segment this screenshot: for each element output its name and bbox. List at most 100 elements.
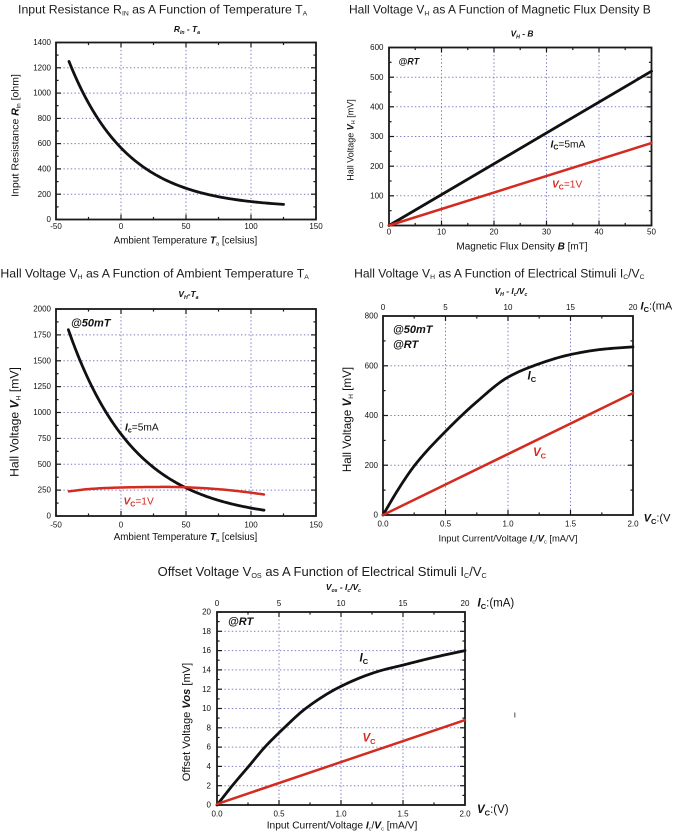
svg-text:1250: 1250 [33,382,51,391]
svg-text:30: 30 [542,228,551,237]
svg-text:IC: IC [360,653,369,666]
svg-text:20: 20 [629,303,638,312]
svg-text:4: 4 [207,762,212,771]
svg-text:Hall Voltage VH​ [mV]: Hall Voltage VH​ [mV] [346,99,358,180]
svg-text:2.0: 2.0 [459,810,471,819]
svg-text:100: 100 [370,191,384,200]
svg-text:Input Resistance RIN​ as A Fun: Input Resistance RIN​ as A Function of T… [18,3,308,18]
svg-text:VC​=1V: VC​=1V [124,497,154,509]
svg-text:40: 40 [595,228,604,237]
svg-text:150: 150 [309,222,323,231]
svg-text:Hall Voltage VH​ [mV]: Hall Voltage VH​ [mV] [341,367,355,472]
svg-text:400: 400 [365,411,379,420]
svg-text:2: 2 [207,781,212,790]
svg-text:20: 20 [461,599,470,608]
svg-text:1500: 1500 [33,356,51,365]
svg-text:0: 0 [119,520,124,529]
svg-text:@RT: @RT [399,57,421,67]
svg-text:VH​ - B: VH​ - B [511,29,534,41]
svg-text:Ambient Temperature Ta​ [celsi: Ambient Temperature Ta​ [celsius] [114,532,258,544]
svg-text:VH​ - Ic​/Vc​: VH​ - Ic​/Vc​ [495,286,528,298]
svg-text:-50: -50 [50,222,62,231]
svg-text:1400: 1400 [33,38,51,47]
svg-text:750: 750 [38,434,52,443]
svg-text:@50mT: @50mT [71,317,112,329]
svg-text:200: 200 [370,162,384,171]
svg-text:6: 6 [207,743,212,752]
svg-text:Rin​ - Ta​: Rin​ - Ta​ [174,24,200,36]
svg-text:Ic​=5mA: Ic​=5mA [125,423,159,435]
svg-text:@RT: @RT [393,339,419,351]
svg-text:250: 250 [38,486,52,495]
svg-text:-50: -50 [50,520,62,529]
svg-text:VC: VC [363,733,377,746]
svg-text:Ambient Temperature Ta​ [celsi: Ambient Temperature Ta​ [celsius] [114,236,258,248]
svg-text:600: 600 [38,139,52,148]
svg-text:Offset Voltage Vos [mV]: Offset Voltage Vos [mV] [181,663,193,781]
svg-text:1750: 1750 [33,331,51,340]
svg-text:1000: 1000 [33,89,51,98]
svg-text:1.5: 1.5 [397,810,409,819]
svg-text:1200: 1200 [33,63,51,72]
svg-text:50: 50 [647,228,656,237]
svg-text:0: 0 [215,599,220,608]
svg-text:0: 0 [374,511,379,520]
svg-text:10: 10 [504,303,513,312]
svg-text:0.0: 0.0 [377,519,389,528]
svg-text:1.5: 1.5 [565,519,577,528]
svg-text:100: 100 [244,222,258,231]
svg-text:10: 10 [202,704,211,713]
svg-text:18: 18 [202,627,211,636]
svg-text:2.0: 2.0 [627,519,639,528]
svg-text:8: 8 [207,723,212,732]
svg-text:600: 600 [365,361,379,370]
svg-text:IC:(mA): IC:(mA) [478,598,515,611]
svg-text:100: 100 [244,520,258,529]
svg-text:20: 20 [202,608,211,617]
svg-text:16: 16 [202,646,211,655]
svg-text:800: 800 [365,312,379,321]
svg-text:14: 14 [202,666,211,675]
svg-text:20: 20 [490,228,499,237]
svg-text:1.0: 1.0 [502,519,514,528]
svg-text:IC: IC [528,371,537,384]
svg-text:200: 200 [38,190,52,199]
svg-text:0: 0 [207,801,212,810]
svg-text:800: 800 [38,114,52,123]
svg-text:50: 50 [182,222,191,231]
svg-text:Hall Voltage VH​ [mV]: Hall Voltage VH​ [mV] [7,367,22,477]
svg-text:@RT: @RT [228,616,254,628]
svg-text:300: 300 [370,132,384,141]
svg-text:Input Current/Voltage Ic​/Vc​: Input Current/Voltage Ic​/Vc​ [mA/V] [267,821,418,833]
svg-text:Offset Voltage VOS​ as A Funct: Offset Voltage VOS​ as A Function of Ele… [158,564,487,580]
svg-text:0.5: 0.5 [273,810,285,819]
svg-text:VC:(V): VC:(V) [477,804,509,817]
svg-text:IC​=5mA: IC​=5mA [551,140,586,152]
svg-text:400: 400 [38,165,52,174]
svg-text:1.0: 1.0 [335,810,347,819]
svg-text:0: 0 [47,512,52,521]
svg-text:12: 12 [202,685,211,694]
svg-text:VC: VC [533,447,547,460]
svg-text:400: 400 [370,102,384,111]
svg-text:10: 10 [437,228,446,237]
svg-text:0: 0 [381,303,386,312]
svg-text:0: 0 [47,215,52,224]
svg-text:5: 5 [277,599,282,608]
svg-text:0: 0 [119,222,124,231]
svg-text:@50mT: @50mT [393,324,434,336]
svg-text:150: 150 [309,520,323,529]
svg-text:Hall Voltage VH​ as A Function: Hall Voltage VH​ as A Function of Electr… [354,266,644,281]
svg-text:10: 10 [337,599,346,608]
svg-text:Magnetic Flux Density B [mT]: Magnetic Flux Density B [mT] [456,241,587,252]
svg-text:VC​=1V: VC​=1V [552,180,582,192]
svg-text:Hall Voltage VH​ as A Function: Hall Voltage VH​ as A Function of Ambien… [0,266,309,281]
svg-text:0: 0 [379,221,384,230]
svg-text:Input Resistance Rin​ [ohm]: Input Resistance Rin​ [ohm] [10,74,23,197]
svg-text:IC:(mA: IC:(mA [641,301,673,314]
svg-text:50: 50 [182,520,191,529]
svg-text:Hall Voltage VH​ as A Function: Hall Voltage VH​ as A Function of Magnet… [349,3,651,18]
svg-text:500: 500 [38,460,52,469]
svg-text:600: 600 [370,43,384,52]
svg-text:1000: 1000 [33,408,51,417]
